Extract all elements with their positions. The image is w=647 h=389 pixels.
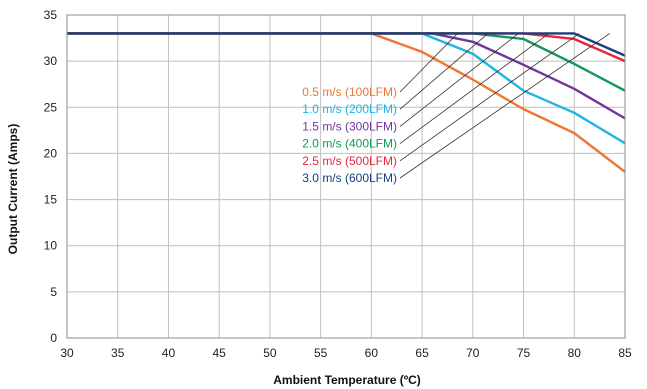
x-tick-label: 30 bbox=[60, 346, 74, 360]
legend-leader-line bbox=[399, 33, 580, 162]
legend-label: 2.0 m/s (400LFM) bbox=[302, 137, 397, 151]
y-tick-label: 15 bbox=[44, 193, 58, 207]
legend-label: 0.5 m/s (100LFM) bbox=[302, 85, 397, 99]
x-tick-label: 65 bbox=[415, 346, 429, 360]
legend: 0.5 m/s (100LFM) 1.0 m/s (200LFM) 1.5 m/s … bbox=[302, 85, 397, 185]
legend-label: 3.0 m/s (600LFM) bbox=[302, 171, 397, 185]
x-tick-label: 55 bbox=[314, 346, 328, 360]
x-tick-label: 70 bbox=[466, 346, 480, 360]
legend-leader-line bbox=[399, 33, 489, 110]
x-tick-label: 40 bbox=[162, 346, 176, 360]
y-axis-ticks: 0 5 10 15 20 25 30 35 bbox=[44, 8, 58, 345]
series-lines bbox=[67, 32, 626, 173]
series-line bbox=[67, 32, 626, 92]
x-tick-label: 50 bbox=[263, 346, 277, 360]
legend-leader-line bbox=[399, 33, 611, 179]
x-axis-title: Ambient Temperature (ºC) bbox=[273, 373, 421, 387]
y-tick-label: 25 bbox=[44, 100, 58, 114]
y-tick-label: 20 bbox=[44, 146, 58, 160]
x-tick-label: 35 bbox=[111, 346, 125, 360]
legend-leader-line bbox=[399, 33, 458, 93]
legend-leaders bbox=[399, 33, 611, 179]
legend-label: 1.5 m/s (300LFM) bbox=[302, 119, 397, 133]
y-tick-label: 35 bbox=[44, 8, 58, 22]
x-tick-label: 45 bbox=[213, 346, 227, 360]
x-tick-label: 60 bbox=[365, 346, 379, 360]
legend-label: 1.0 m/s (200LFM) bbox=[302, 102, 397, 116]
y-tick-label: 30 bbox=[44, 54, 58, 68]
legend-label: 2.5 m/s (500LFM) bbox=[302, 154, 397, 168]
x-tick-label: 80 bbox=[568, 346, 582, 360]
y-tick-label: 0 bbox=[50, 331, 57, 345]
plot-frame bbox=[66, 14, 626, 339]
y-tick-label: 5 bbox=[50, 285, 57, 299]
y-axis-title: Output Current (Amps) bbox=[6, 124, 20, 255]
x-tick-label: 75 bbox=[517, 346, 531, 360]
y-tick-label: 10 bbox=[44, 239, 58, 253]
series-line bbox=[67, 32, 626, 57]
x-tick-label: 85 bbox=[618, 346, 632, 360]
x-axis-ticks: 30 35 40 45 50 55 60 65 70 75 80 85 bbox=[60, 346, 632, 360]
legend-leader-line bbox=[399, 33, 519, 127]
legend-leader-line bbox=[399, 33, 550, 144]
